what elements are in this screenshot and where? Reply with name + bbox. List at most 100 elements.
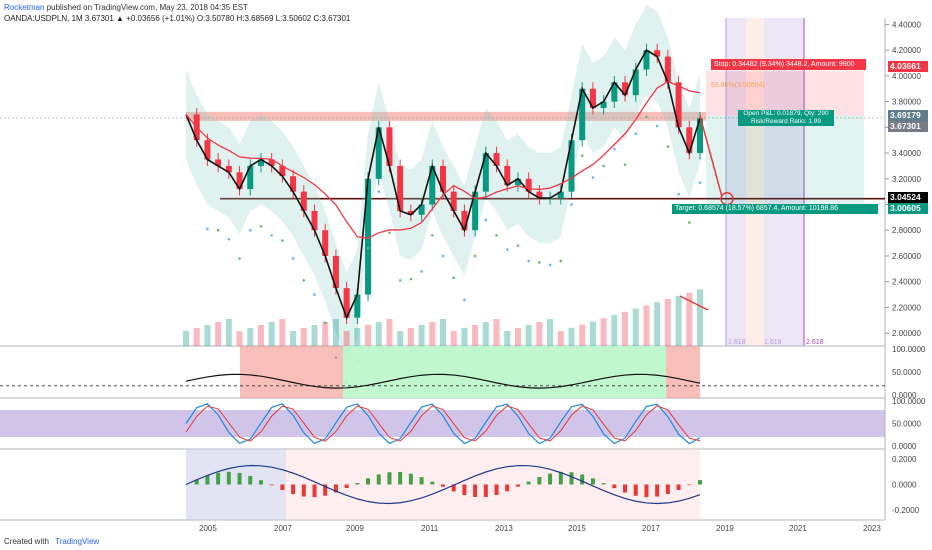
- macd-histogram-bar: [601, 483, 606, 485]
- candle-body: [204, 140, 211, 160]
- parabolic-dot: [377, 190, 381, 193]
- chart-header: Rocketman published on TradingView.com, …: [4, 2, 350, 24]
- parabolic-dot: [634, 132, 638, 136]
- y-tick-label: 4.00000: [892, 72, 921, 81]
- y-tick-label: 4.40000: [892, 20, 921, 29]
- parabolic-dot: [291, 257, 295, 260]
- macd-histogram-bar: [248, 475, 253, 485]
- candle-body: [257, 159, 264, 166]
- tradingview-logo[interactable]: TradingView: [55, 537, 100, 546]
- candle-body: [386, 127, 393, 166]
- parabolic-dot: [420, 270, 423, 273]
- moving-average-line: [185, 80, 701, 239]
- bear-zone: [240, 346, 343, 398]
- y-tick-label: 2.40000: [892, 278, 921, 287]
- parabolic-dot: [527, 259, 530, 263]
- candle-body: [247, 165, 254, 190]
- target-line-tag: 3.04524: [888, 192, 928, 203]
- parabolic-dot: [484, 218, 488, 222]
- x-tick-label: 2023: [863, 524, 881, 533]
- volume-bar: [257, 325, 264, 346]
- volume-bar: [589, 321, 596, 346]
- volume-bar: [397, 331, 404, 346]
- volume-bar: [611, 315, 618, 346]
- parabolic-dot: [623, 163, 627, 166]
- candle-body: [375, 127, 382, 179]
- macd-histogram-bar: [537, 476, 542, 485]
- parabolic-dot: [516, 244, 520, 247]
- candle-body: [622, 82, 629, 96]
- y-tick-label: 2.20000: [892, 303, 921, 312]
- parabolic-dot: [441, 254, 445, 258]
- candle-body: [365, 178, 372, 295]
- parabolic-dot: [580, 154, 584, 157]
- candle-body: [600, 101, 607, 109]
- volume-bar: [664, 299, 671, 346]
- parabolic-dot: [248, 228, 252, 232]
- candle-body: [215, 159, 222, 166]
- volume-bar: [686, 292, 693, 346]
- volume-bar: [440, 319, 446, 346]
- bear-zone-2: [666, 346, 700, 398]
- volume-bar: [579, 324, 586, 346]
- y-tick-label: 50.0000: [892, 420, 921, 429]
- volume-bar: [514, 328, 521, 346]
- macd-histogram-bar: [194, 479, 199, 485]
- y-tick-label: -0.2000: [892, 506, 920, 515]
- author-link[interactable]: Rocketman: [4, 3, 45, 12]
- candle-body: [236, 172, 243, 190]
- macd-histogram-bar: [269, 484, 274, 486]
- parabolic-dot: [323, 321, 327, 325]
- macd-histogram-bar: [366, 478, 371, 485]
- macd-histogram-bar: [633, 484, 638, 496]
- cycle-label: 2.618: [806, 339, 824, 346]
- parabolic-dot: [666, 145, 670, 148]
- macd-histogram-bar: [494, 484, 499, 495]
- parabolic-dot: [559, 259, 563, 263]
- bull-zone: [343, 346, 666, 398]
- y-tick-label: 0.0000: [892, 391, 917, 400]
- candle-body: [536, 191, 543, 199]
- current-price-tag: 3.67301: [888, 121, 928, 132]
- volume-bar: [643, 305, 650, 346]
- y-tick-label: 3.80000: [892, 98, 921, 107]
- macd-histogram-bar: [612, 484, 617, 489]
- parabolic-dot: [538, 261, 541, 264]
- candle-body: [429, 165, 436, 205]
- parabolic-dot: [613, 147, 616, 151]
- open-pl-text: Open P&L: 0.01879, Qty: 290: [743, 110, 829, 117]
- volume-bar: [204, 325, 211, 346]
- volume-bar: [675, 295, 682, 346]
- volume-bar: [247, 328, 254, 346]
- candle-body: [461, 210, 468, 231]
- macd-histogram-bar: [548, 473, 553, 485]
- candle-body: [300, 191, 307, 211]
- volume-bar: [632, 308, 639, 346]
- volume-bar: [225, 319, 232, 346]
- parabolic-dot: [505, 248, 509, 251]
- target-price-tag: 3.00605: [888, 203, 928, 214]
- volume-bar: [536, 322, 543, 346]
- macd-histogram-bar: [280, 484, 285, 491]
- volume-bar: [311, 325, 318, 346]
- x-tick-label: 2005: [199, 524, 217, 533]
- candle-body: [225, 165, 232, 173]
- parabolic-dot: [302, 279, 306, 282]
- parabolic-dot: [463, 298, 466, 301]
- parabolic-dot: [495, 234, 498, 237]
- candle-body: [332, 255, 339, 289]
- parabolic-dot: [238, 257, 241, 260]
- volume-bar: [343, 331, 350, 346]
- candle-body: [579, 88, 586, 141]
- candle-body: [525, 178, 532, 192]
- volume-bar: [557, 331, 564, 346]
- volume-bar: [697, 289, 703, 346]
- x-tick-label: 2007: [274, 524, 292, 533]
- macd-histogram-bar: [398, 471, 403, 485]
- candle-body: [697, 118, 703, 154]
- volume-bar: [461, 328, 468, 346]
- macd-histogram-bar: [408, 473, 413, 485]
- y-tick-label: 0.2000: [892, 455, 917, 464]
- x-tick-label: 2009: [346, 524, 364, 533]
